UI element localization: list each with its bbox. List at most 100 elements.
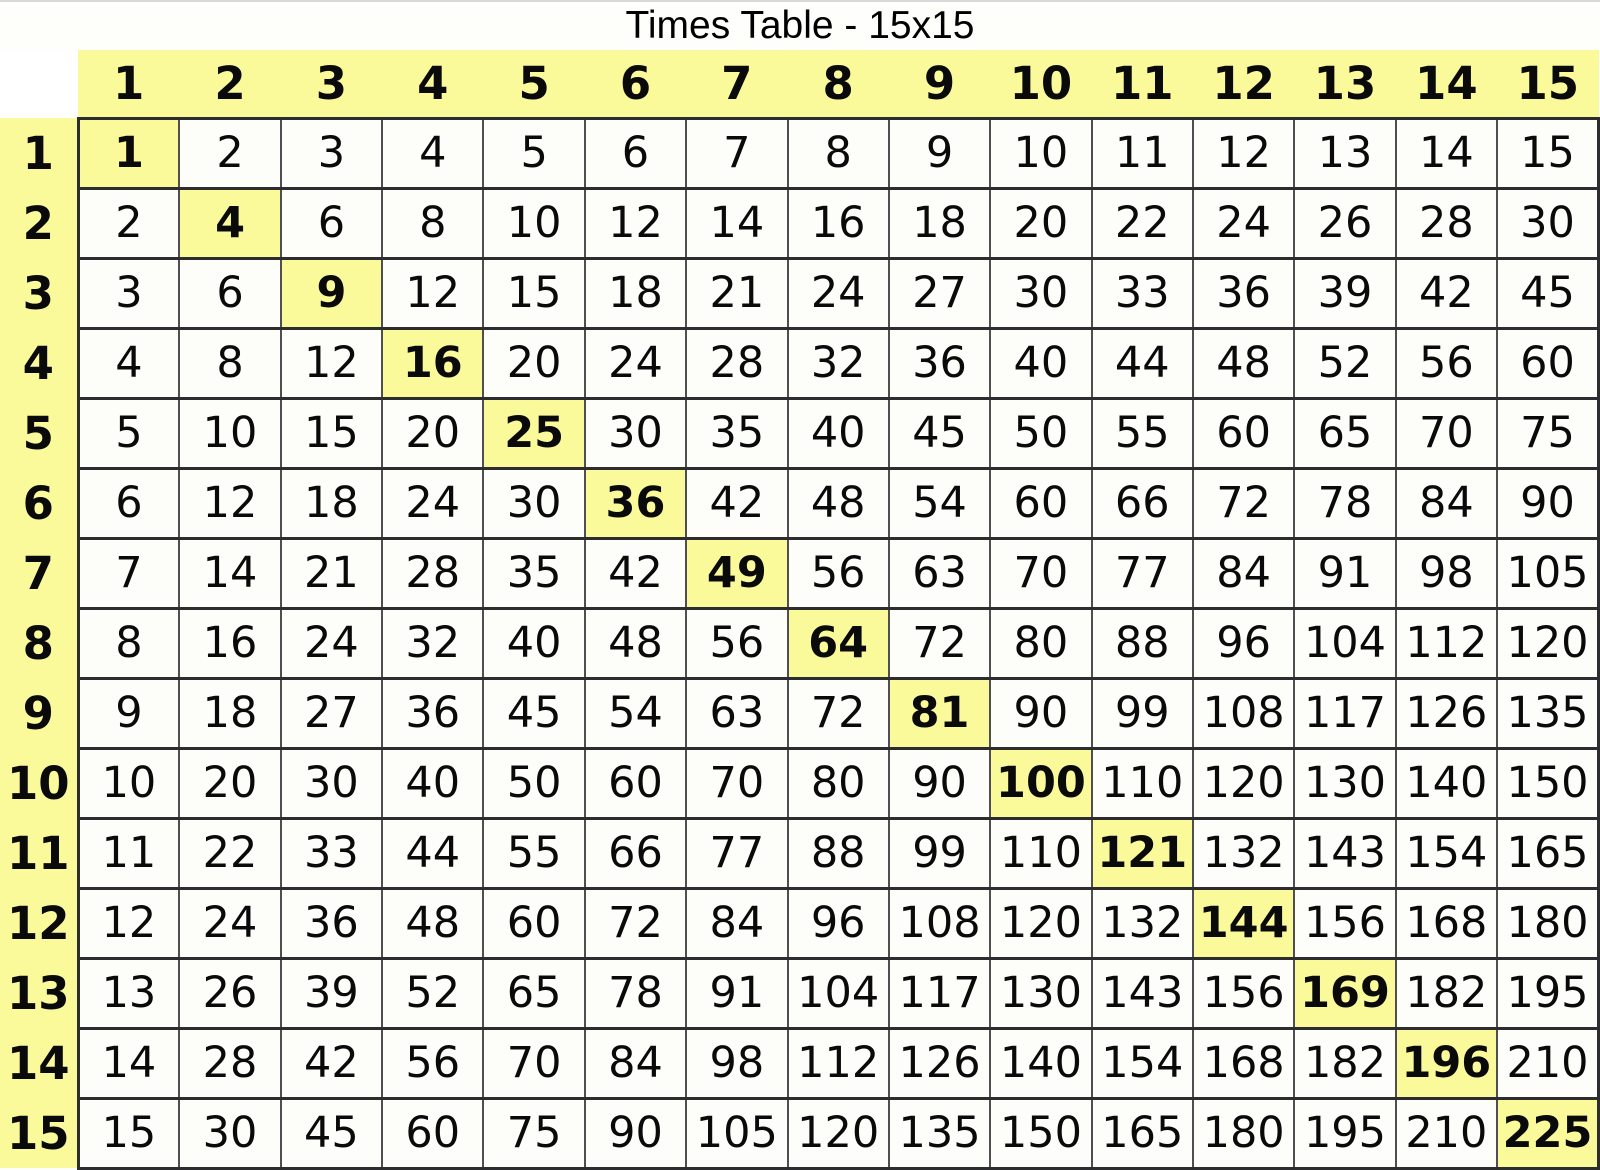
cell-1x7: 7 (685, 116, 789, 190)
cell-1x12: 12 (1191, 116, 1296, 190)
cell-8x12: 96 (1191, 606, 1296, 680)
cell-3x1: 3 (76, 256, 181, 330)
cell-3x6: 18 (583, 256, 688, 330)
cell-1x10: 10 (989, 116, 1093, 190)
row-header-9: 9 (0, 678, 78, 748)
row-header-2: 2 (0, 188, 78, 258)
cell-15x1: 15 (76, 1096, 181, 1170)
cell-12x14: 168 (1394, 886, 1499, 960)
col-header-10: 10 (990, 50, 1092, 118)
cell-10x6: 60 (583, 746, 688, 820)
cell-11x3: 33 (279, 816, 384, 890)
cell-14x13: 182 (1293, 1026, 1397, 1100)
cell-4x1: 4 (76, 326, 181, 400)
cell-14x15: 210 (1496, 1026, 1600, 1100)
cell-13x12: 156 (1191, 956, 1296, 1030)
cell-5x8: 40 (786, 396, 890, 470)
cell-4x8: 32 (786, 326, 890, 400)
cell-5x14: 70 (1394, 396, 1499, 470)
cell-13x7: 91 (685, 956, 789, 1030)
cell-1x6: 6 (583, 116, 688, 190)
cell-2x6: 12 (583, 186, 688, 260)
cell-11x4: 44 (381, 816, 485, 890)
cell-2x12: 24 (1191, 186, 1296, 260)
row-header-1: 1 (0, 118, 78, 188)
table-row-3: 3 3 6 9 12 15 18 21 24 27 30 33 36 39 42 45 (0, 256, 1600, 330)
cell-7x12: 84 (1191, 536, 1296, 610)
cell-6x1: 6 (76, 466, 181, 540)
cell-7x14: 98 (1394, 536, 1499, 610)
table-row-1: 1 1 2 3 4 5 6 7 8 9 10 11 12 13 14 15 (0, 116, 1600, 190)
cell-4x3: 12 (279, 326, 384, 400)
cell-14x14: 196 (1394, 1026, 1499, 1100)
cell-8x7: 56 (685, 606, 789, 680)
cell-8x10: 80 (989, 606, 1093, 680)
cell-6x2: 12 (178, 466, 282, 540)
cell-14x1: 14 (76, 1026, 181, 1100)
cell-14x11: 154 (1090, 1026, 1194, 1100)
cell-9x15: 135 (1496, 676, 1600, 750)
col-header-8: 8 (787, 50, 889, 118)
cell-12x15: 180 (1496, 886, 1600, 960)
cell-7x5: 35 (482, 536, 586, 610)
cell-2x15: 30 (1496, 186, 1600, 260)
cell-13x9: 117 (887, 956, 992, 1030)
col-header-4: 4 (382, 50, 484, 118)
table-row-14: 14 14 28 42 56 70 84 98 112 126 140 154 168 182 196 210 (0, 1026, 1600, 1100)
cell-10x7: 70 (685, 746, 789, 820)
cell-14x4: 56 (381, 1026, 485, 1100)
table-row-7: 7 7 14 21 28 35 42 49 56 63 70 77 84 91 98 105 (0, 536, 1600, 610)
cell-6x11: 66 (1090, 466, 1194, 540)
cell-4x4: 16 (381, 326, 485, 400)
table-header: 1 2 3 4 5 6 7 8 9 10 11 12 13 14 15 (0, 50, 1599, 118)
table-row-9: 9 9 18 27 36 45 54 63 72 81 90 99 108 117 126 135 (0, 676, 1600, 750)
cell-15x6: 90 (583, 1096, 688, 1170)
cell-15x2: 30 (178, 1096, 282, 1170)
cell-15x8: 120 (786, 1096, 890, 1170)
cell-5x3: 15 (279, 396, 384, 470)
cell-7x15: 105 (1496, 536, 1600, 610)
cell-4x13: 52 (1293, 326, 1397, 400)
cell-10x1: 10 (76, 746, 181, 820)
cell-11x13: 143 (1293, 816, 1397, 890)
cell-11x11: 121 (1090, 816, 1194, 890)
table-row-15: 15 15 30 45 60 75 90 105 120 135 150 165 180 195 210 22… (0, 1096, 1600, 1170)
cell-11x14: 154 (1394, 816, 1499, 890)
cell-14x6: 84 (583, 1026, 688, 1100)
row-header-12: 12 (0, 888, 78, 958)
cell-11x7: 77 (685, 816, 789, 890)
row-header-5: 5 (0, 398, 78, 468)
cell-10x12: 120 (1191, 746, 1296, 820)
col-header-7: 7 (686, 50, 788, 118)
cell-13x2: 26 (178, 956, 282, 1030)
row-header-13: 13 (0, 958, 78, 1028)
cell-8x2: 16 (178, 606, 282, 680)
cell-11x5: 55 (482, 816, 586, 890)
cell-14x10: 140 (989, 1026, 1093, 1100)
cell-8x1: 8 (76, 606, 181, 680)
cell-10x10: 100 (989, 746, 1093, 820)
cell-2x8: 16 (786, 186, 890, 260)
cell-2x7: 14 (685, 186, 789, 260)
cell-4x10: 40 (989, 326, 1093, 400)
page-title: Times Table - 15x15 (0, 2, 1600, 50)
cell-6x8: 48 (786, 466, 890, 540)
cell-10x15: 150 (1496, 746, 1600, 820)
cell-15x4: 60 (381, 1096, 485, 1170)
cell-2x10: 20 (989, 186, 1093, 260)
cell-3x3: 9 (279, 256, 384, 330)
cell-6x12: 72 (1191, 466, 1296, 540)
cell-6x10: 60 (989, 466, 1093, 540)
cell-10x2: 20 (178, 746, 282, 820)
cell-12x13: 156 (1293, 886, 1397, 960)
cell-4x6: 24 (583, 326, 688, 400)
cell-11x9: 99 (887, 816, 992, 890)
cell-11x10: 110 (989, 816, 1093, 890)
cell-9x2: 18 (178, 676, 282, 750)
cell-6x7: 42 (685, 466, 789, 540)
col-header-13: 13 (1294, 50, 1396, 118)
cell-9x6: 54 (583, 676, 688, 750)
cell-7x3: 21 (279, 536, 384, 610)
cell-2x11: 22 (1090, 186, 1194, 260)
cell-7x2: 14 (178, 536, 282, 610)
